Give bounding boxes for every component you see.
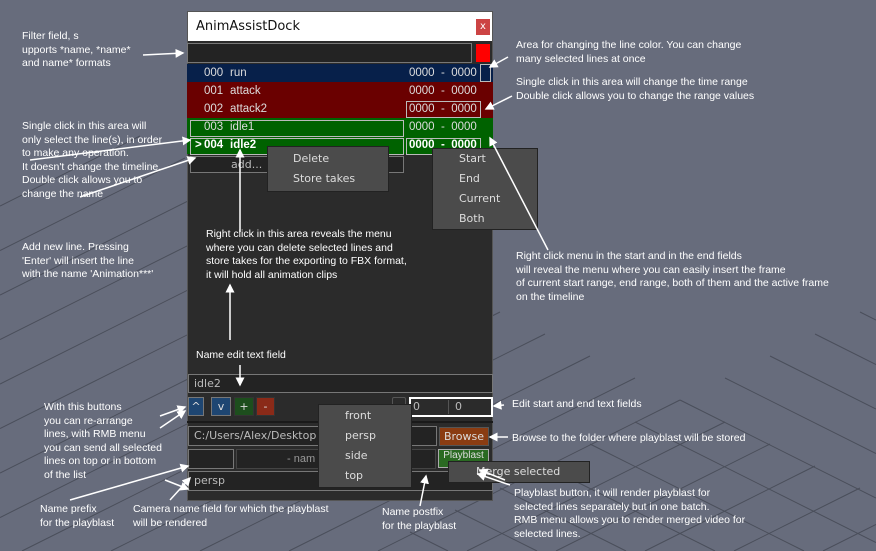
filter-input[interactable] bbox=[187, 43, 472, 63]
note-rmb-range: Right click menu in the start and in the… bbox=[516, 250, 829, 303]
row-name[interactable]: attack bbox=[230, 85, 261, 97]
row-number: 003 bbox=[204, 121, 224, 133]
menu-item-current[interactable]: Current bbox=[459, 192, 501, 205]
row-color[interactable] bbox=[480, 136, 491, 154]
note-select: Single click in this area will only sele… bbox=[22, 120, 163, 200]
prefix-field[interactable] bbox=[188, 449, 234, 469]
note-filter: Filter field, s upports *name, *name* an… bbox=[22, 30, 131, 69]
menu-item-front[interactable]: front bbox=[345, 409, 372, 422]
row-range[interactable]: 0000 - 0000 bbox=[409, 67, 477, 79]
menu-item-side[interactable]: side bbox=[345, 449, 368, 462]
camera-menu: front persp side top bbox=[318, 404, 412, 488]
row-color[interactable] bbox=[480, 82, 491, 100]
start-field[interactable]: 0 bbox=[413, 400, 449, 414]
selection-outline bbox=[190, 120, 404, 137]
menu-item-top[interactable]: top bbox=[345, 469, 364, 482]
line-context-menu: Delete Store takes bbox=[267, 146, 389, 192]
browse-button[interactable]: Browse bbox=[439, 427, 489, 446]
add-button[interactable]: + bbox=[234, 397, 254, 416]
menu-item-persp[interactable]: persp bbox=[345, 429, 376, 442]
row-name[interactable]: idle1 bbox=[230, 121, 255, 133]
note-browse: Browse to the folder where playblast wil… bbox=[512, 432, 746, 444]
note-color: Area for changing the line color. You ca… bbox=[516, 39, 742, 65]
menu-item-end[interactable]: End bbox=[459, 172, 480, 185]
row-range[interactable]: 0000 - 0000 bbox=[409, 85, 477, 97]
note-name-edit: Name edit text field bbox=[196, 349, 286, 361]
row-range[interactable]: 0000 - 0000 bbox=[409, 103, 477, 115]
note-postfix: Name postfix for the playblast bbox=[382, 506, 457, 532]
menu-item-store-takes[interactable]: Store takes bbox=[293, 172, 356, 185]
row-color[interactable] bbox=[480, 64, 491, 82]
note-range: Single click in this area will change th… bbox=[516, 76, 755, 102]
note-rmb-lines: Right click in this area reveals the men… bbox=[206, 228, 407, 281]
table-row[interactable]: 001 attack 0000 - 0000 bbox=[187, 82, 493, 100]
window-title: AnimAssistDock bbox=[188, 12, 492, 41]
row-number: 004 bbox=[204, 139, 224, 151]
row-number: 002 bbox=[204, 103, 224, 115]
row-name[interactable]: run bbox=[230, 67, 247, 79]
move-down-button[interactable]: v bbox=[211, 397, 231, 416]
menu-item-both[interactable]: Both bbox=[459, 212, 485, 225]
row-number: 001 bbox=[204, 85, 224, 97]
move-up-button[interactable]: ^ bbox=[188, 397, 204, 416]
note-edit-range: Edit start and end text fields bbox=[512, 398, 642, 410]
active-marker: > bbox=[195, 139, 202, 151]
table-row[interactable]: >004 idle2 0000 - 0000 bbox=[187, 136, 493, 154]
menu-item-merge-selected[interactable]: Merge selected bbox=[476, 465, 561, 478]
menu-item-delete[interactable]: Delete bbox=[293, 152, 330, 165]
row-range[interactable]: 0000 - 0000 bbox=[409, 121, 477, 133]
row-number: 000 bbox=[204, 67, 224, 79]
color-outline bbox=[480, 64, 491, 82]
row-name[interactable]: idle2 bbox=[230, 139, 257, 151]
row-name[interactable]: attack2 bbox=[230, 103, 268, 115]
note-add: Add new line. Pressing 'Enter' will inse… bbox=[22, 241, 154, 280]
color-swatch[interactable] bbox=[476, 44, 490, 62]
note-arrange: With this buttons you can re-arrange lin… bbox=[44, 401, 162, 481]
range-context-menu: Start End Current Both bbox=[432, 148, 538, 230]
remove-button[interactable]: - bbox=[256, 397, 275, 416]
end-field[interactable]: 0 bbox=[455, 400, 462, 413]
range-outline bbox=[406, 101, 481, 118]
note-camera: Camera name field for which the playblas… bbox=[133, 503, 329, 529]
close-button[interactable]: x bbox=[476, 19, 490, 35]
note-playblast: Playblast button, it will render playbla… bbox=[514, 487, 746, 540]
note-prefix: Name prefix for the playblast bbox=[40, 503, 115, 529]
row-color[interactable] bbox=[480, 118, 491, 136]
table-row[interactable]: 003 idle1 0000 - 0000 bbox=[187, 118, 493, 136]
table-row[interactable]: 000 run 0000 - 0000 bbox=[187, 64, 493, 82]
menu-item-start[interactable]: Start bbox=[459, 152, 486, 165]
name-edit-field[interactable]: idle2 bbox=[188, 374, 493, 393]
